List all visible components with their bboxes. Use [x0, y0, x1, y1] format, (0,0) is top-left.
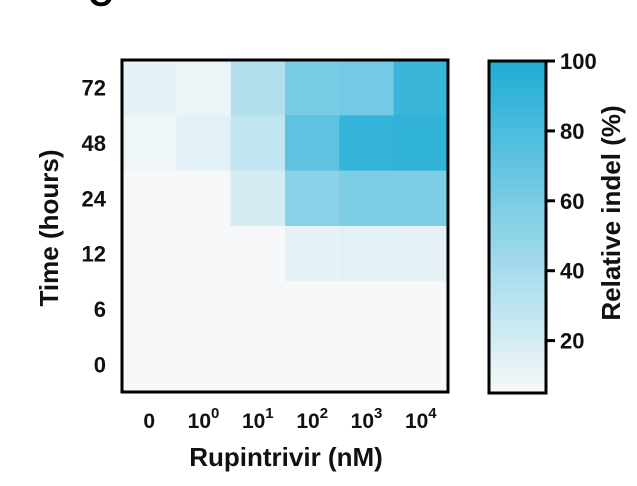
- heatmap-cell: [122, 226, 177, 282]
- heatmap-cell: [393, 336, 449, 393]
- colorbar-tick-label: 20: [560, 329, 584, 354]
- heatmap-cell: [230, 281, 286, 338]
- heatmap-cell: [339, 281, 395, 338]
- x-tick-label: 100: [188, 405, 220, 433]
- heatmap-cell: [122, 170, 177, 227]
- y-tick-label: 72: [82, 76, 106, 101]
- x-tick-label: 102: [296, 405, 328, 433]
- colorbar-tick-label: 80: [560, 119, 584, 144]
- heatmap-cell: [339, 336, 395, 393]
- heatmap-cell: [176, 115, 232, 172]
- y-axis-label: Time (hours): [34, 150, 64, 307]
- heatmap-cell: [339, 226, 395, 282]
- colorbar: [487, 59, 548, 395]
- y-tick-label: 6: [94, 297, 106, 322]
- heatmap-cell: [176, 281, 232, 338]
- heatmap-cell: [230, 336, 286, 393]
- colorbar-tick-label: 100: [560, 49, 597, 74]
- heatmap-cell: [285, 115, 340, 172]
- heatmap-cell: [176, 60, 232, 116]
- heatmap-cell: [230, 60, 286, 116]
- colorbar-tick-label: 60: [560, 189, 584, 214]
- x-tick-label: 104: [405, 405, 437, 433]
- heatmap-cell: [122, 281, 177, 338]
- heatmap-cells: [122, 60, 449, 393]
- colorbar-ticks: 20 40 60 80 100: [546, 49, 597, 354]
- heatmap-cell: [339, 115, 395, 172]
- heatmap-cell: [285, 60, 340, 116]
- heatmap-cell: [122, 60, 177, 116]
- y-tick-label: 12: [82, 242, 106, 267]
- plot-frame: [120, 58, 450, 394]
- heatmap-cell: [339, 60, 395, 116]
- x-tick-label: 101: [242, 405, 274, 433]
- y-tick-label: 0: [94, 352, 106, 377]
- x-axis-ticks: 0 100 101 102 103 104: [143, 405, 437, 433]
- heatmap-cell: [285, 226, 340, 282]
- x-tick-label: 0: [143, 410, 155, 433]
- heatmap-cell: [393, 170, 449, 227]
- heatmap-cell: [230, 226, 286, 282]
- heatmap-cell: [393, 115, 449, 172]
- heatmap-cell: [122, 336, 177, 393]
- heatmap-cell: [285, 170, 340, 227]
- heatmap-cell: [393, 60, 449, 116]
- heatmap-cell: [176, 226, 232, 282]
- heatmap-cell: [230, 115, 286, 172]
- heatmap-cell: [339, 170, 395, 227]
- heatmap-cell: [285, 281, 340, 338]
- heatmap-cell: [393, 281, 449, 338]
- x-tick-label: 103: [351, 405, 383, 433]
- heatmap-cell: [176, 170, 232, 227]
- y-axis-ticks: 72 48 24 12 6 0: [82, 76, 107, 378]
- colorbar-tick-label: 40: [560, 259, 584, 284]
- y-tick-label: 48: [82, 131, 106, 156]
- heatmap-cell: [230, 170, 286, 227]
- heatmap-cell: [176, 336, 232, 393]
- panel-letter: C: [88, 0, 113, 15]
- colorbar-label: Relative indel (%): [596, 105, 626, 320]
- heatmap-cell: [285, 336, 340, 393]
- x-axis-label: Rupintrivir (nM): [189, 442, 383, 472]
- heatmap-cell: [393, 226, 449, 282]
- y-tick-label: 24: [82, 186, 107, 211]
- heatmap-cell: [122, 115, 177, 172]
